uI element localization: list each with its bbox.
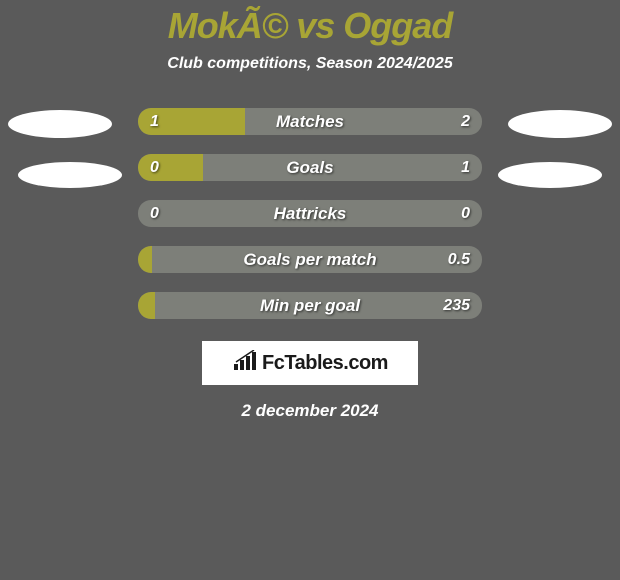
stat-bar-hattricks: 0 Hattricks 0	[138, 200, 482, 227]
stat-bar-goals: 0 Goals 1	[138, 154, 482, 181]
player-right-avatar-placeholder-1	[508, 110, 612, 138]
player-left-avatar-placeholder-1	[8, 110, 112, 138]
page-subtitle: Club competitions, Season 2024/2025	[167, 55, 452, 73]
stat-value-right: 1	[461, 159, 470, 177]
date-text: 2 december 2024	[241, 401, 378, 421]
stat-bar-matches: 1 Matches 2	[138, 108, 482, 135]
stat-bar-goals-per-match: Goals per match 0.5	[138, 246, 482, 273]
stat-label: Min per goal	[138, 296, 482, 316]
stat-label: Matches	[138, 112, 482, 132]
stat-value-right: 2	[461, 113, 470, 131]
stat-value-right: 235	[443, 297, 470, 315]
stat-value-right: 0.5	[448, 251, 470, 269]
stat-value-right: 0	[461, 205, 470, 223]
stats-area: 1 Matches 2 0 Goals 1 0 Hattricks 0 Goal…	[0, 108, 620, 319]
player-left-avatar-placeholder-2	[18, 162, 122, 188]
stat-bar-min-per-goal: Min per goal 235	[138, 292, 482, 319]
player-right-avatar-placeholder-2	[498, 162, 602, 188]
stat-label: Goals per match	[138, 250, 482, 270]
stat-label: Goals	[138, 158, 482, 178]
page-title: MokÃ© vs Oggad	[168, 5, 453, 47]
chart-icon	[232, 350, 258, 377]
stat-label: Hattricks	[138, 204, 482, 224]
stat-bars: 1 Matches 2 0 Goals 1 0 Hattricks 0 Goal…	[0, 108, 620, 319]
logo-text: FcTables.com	[262, 352, 388, 375]
fctables-logo[interactable]: FcTables.com	[202, 341, 418, 385]
